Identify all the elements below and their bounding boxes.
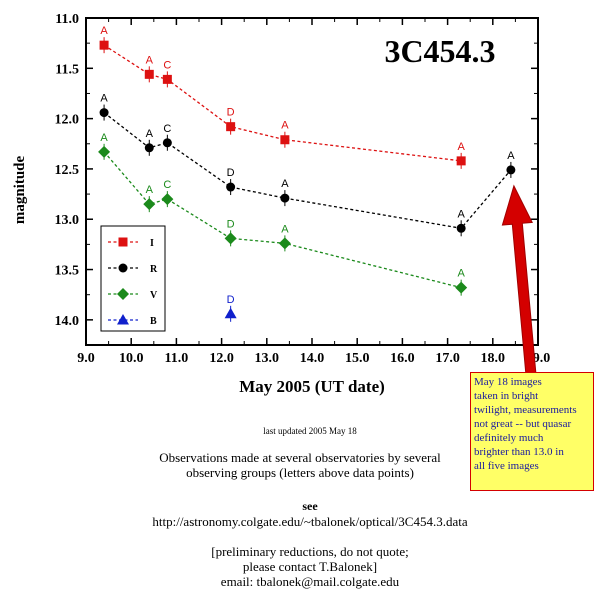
series-line-V: [103, 151, 462, 289]
observatory-label: A: [457, 208, 465, 220]
x-tick-label: 14.0: [300, 351, 325, 366]
preliminary-line-1: [preliminary reductions, do not quote;: [211, 544, 409, 559]
data-point: [280, 135, 290, 145]
observations-line-1: Observations made at several observatori…: [159, 450, 441, 465]
axes: 9.0 10.0 11.0 12.0 13.0 14.0 15.0 16.0 17.0 18.0 1…: [55, 12, 551, 366]
contact-email: email: tbalonek@mail.colgate.edu: [220, 574, 400, 589]
legend-label: B: [150, 316, 157, 327]
y-tick-label: 11.5: [55, 62, 79, 77]
observatory-label: A: [457, 268, 465, 280]
series-B: D: [224, 294, 237, 322]
x-tick-label: 9.0: [77, 351, 95, 366]
data-point: [455, 281, 468, 294]
data-point: [144, 143, 154, 153]
x-tick-label: 10.0: [119, 351, 144, 366]
observatory-label: A: [100, 132, 108, 144]
data-point: [98, 145, 111, 158]
data-point: [162, 138, 172, 148]
legend-label: V: [150, 290, 158, 301]
observatory-label: A: [146, 54, 154, 66]
observatory-label: A: [281, 223, 289, 235]
observatory-label: D: [227, 218, 235, 230]
legend-marker: [117, 288, 129, 300]
legend-marker: [117, 314, 129, 325]
series-V: AA CD AA: [98, 132, 468, 296]
observatory-label: C: [163, 59, 171, 71]
x-tick-label: 16.0: [390, 351, 415, 366]
observatory-label: A: [281, 178, 289, 190]
y-tick-label: 12.0: [55, 113, 80, 128]
legend-marker: [118, 237, 128, 247]
y-tick-label: 13.0: [55, 213, 80, 228]
preliminary-line-2: please contact T.Balonek]: [242, 559, 378, 574]
y-axis-label: magnitude: [12, 155, 28, 224]
y-tick-label: 12.5: [55, 163, 80, 178]
data-point: [224, 232, 237, 245]
data-point: [99, 108, 109, 118]
observatory-label: A: [507, 150, 515, 162]
last-updated-note: last updated 2005 May 18: [263, 426, 357, 436]
data-point: [226, 122, 236, 132]
data-point: [226, 182, 236, 192]
x-tick-label: 15.0: [345, 351, 370, 366]
data-point: [144, 69, 154, 79]
data-point: [143, 198, 156, 211]
observatory-label: A: [457, 141, 465, 153]
data-point: [224, 307, 237, 319]
y-tick-label: 14.0: [55, 314, 80, 329]
observatory-label: A: [146, 184, 154, 196]
x-axis-label: May 2005 (UT date): [239, 377, 385, 396]
observations-line-2: observing groups (letters above data poi…: [186, 465, 414, 480]
observatory-label: A: [146, 128, 154, 140]
see-label: see: [302, 499, 318, 513]
annotation-callout: May 18 images taken in bright twilight, …: [470, 372, 594, 491]
x-tick-label: 12.0: [209, 351, 234, 366]
data-point: [99, 40, 109, 50]
data-point: [162, 74, 172, 84]
data-point: [278, 237, 291, 250]
observatory-label: D: [227, 167, 235, 179]
x-tick-label: 11.0: [165, 351, 189, 366]
legend-marker: [118, 263, 128, 273]
legend-box: [100, 225, 166, 332]
data-point: [456, 223, 466, 233]
red-arrow: [501, 184, 537, 377]
observatory-label: A: [100, 25, 108, 37]
x-tick-label: 17.0: [435, 351, 460, 366]
observatory-label: D: [227, 294, 235, 306]
y-tick-label: 11.0: [55, 12, 79, 27]
data-point: [280, 193, 290, 203]
legend-label: R: [150, 264, 158, 275]
observatory-label: C: [163, 123, 171, 135]
observatory-label: A: [281, 120, 289, 132]
observatory-label: D: [227, 107, 235, 119]
x-tick-label: 13.0: [255, 351, 280, 366]
data-url: http://astronomy.colgate.edu/~tbalonek/o…: [152, 514, 468, 529]
chart-title: 3C454.3: [384, 33, 495, 69]
data-point: [456, 156, 466, 166]
data-point: [161, 193, 174, 206]
legend-label: I: [150, 238, 154, 249]
series-line-I: [103, 44, 462, 162]
observatory-label: C: [163, 179, 171, 191]
annotation-arrow: [501, 184, 537, 377]
x-tick-label: 18.0: [481, 351, 506, 366]
data-point: [506, 165, 516, 175]
y-tick-label: 13.5: [55, 264, 80, 279]
legend: I R V B: [100, 225, 166, 332]
observatory-label: A: [100, 93, 108, 105]
